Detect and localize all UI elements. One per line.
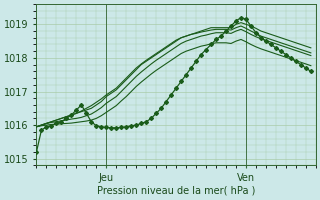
X-axis label: Pression niveau de la mer( hPa ): Pression niveau de la mer( hPa ) bbox=[97, 186, 255, 196]
